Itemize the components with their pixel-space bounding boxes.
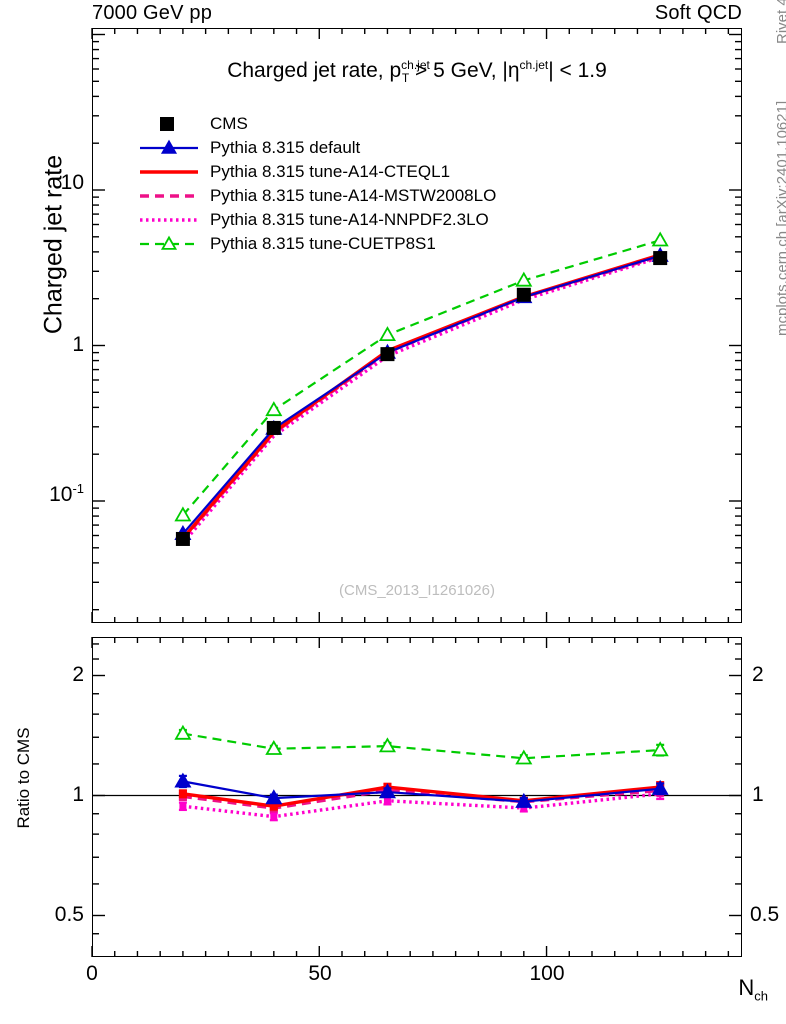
ratio-series-marker <box>179 802 187 810</box>
ratio-series-marker <box>174 772 192 788</box>
ratio-series-marker <box>270 813 278 821</box>
legend-key-marker-square <box>138 112 200 136</box>
ratio-series-marker <box>174 724 192 740</box>
legend-label: CMS <box>210 114 248 133</box>
ratio-series-marker <box>520 804 528 812</box>
title-pre: Charged jet rate, p <box>227 59 402 82</box>
main-series-marker <box>265 401 283 417</box>
ratio-ytick-1-left: 1 <box>72 783 84 806</box>
title-mid: > 5 GeV, |η <box>409 59 520 82</box>
ratio-ytick-2-right: 2 <box>752 663 764 686</box>
legend: CMS Pythia 8.315 default Pythia 8.315 tune… <box>138 112 558 256</box>
main-ytick-10: 10 <box>60 171 84 194</box>
legend-entry[interactable]: Pythia 8.315 tune-A14-NNPDF2.3LO <box>138 208 558 232</box>
analysis-id-watermark: (CMS_2013_I1261026) <box>339 582 495 599</box>
ratio-series-marker <box>383 797 391 805</box>
main-ytick-0-1: 10-1 <box>49 481 84 506</box>
ratio-series-line <box>182 788 661 810</box>
cms-data-marker <box>266 420 281 435</box>
legend-label: Pythia 8.315 default <box>210 138 361 157</box>
xtick-50: 50 <box>308 962 332 985</box>
ratio-series-marker <box>651 741 669 757</box>
cms-data-marker <box>516 287 531 302</box>
ratio-series-marker <box>269 802 278 811</box>
main-series-marker <box>174 506 192 522</box>
x-axis-title: Nch <box>738 975 768 1003</box>
main-ytick-1: 1 <box>72 333 84 356</box>
legend-key-solid <box>138 160 200 184</box>
title-pt-superscript: ch.jet <box>401 58 430 72</box>
legend-entry[interactable]: Pythia 8.315 tune-A14-CTEQL1 <box>138 160 558 184</box>
ratio-series-marker <box>378 737 397 753</box>
ratio-ytick-1-right: 1 <box>752 783 764 806</box>
ratio-plot-frame <box>92 637 742 957</box>
ratio-ytick-0-5-right: 0.5 <box>750 903 780 926</box>
legend-key-dotted <box>138 208 200 232</box>
ratio-series-marker <box>265 789 283 805</box>
legend-key-solid-triangle <box>138 136 200 160</box>
ratio-series-line <box>182 732 661 760</box>
ratio-series-marker <box>378 783 397 799</box>
main-series-line <box>181 255 661 545</box>
main-series-line <box>182 239 661 516</box>
legend-key-dashed <box>138 184 200 208</box>
xtick-100: 100 <box>529 962 565 985</box>
header-process-label: Soft QCD <box>654 2 742 24</box>
ratio-ytick-0-5-left: 0.5 <box>54 903 84 926</box>
x-axis-title-base: N <box>738 975 755 1000</box>
title-eta-superscript: ch.jet <box>519 58 549 72</box>
ratio-ytick-2-left: 2 <box>72 663 84 686</box>
ratio-series-marker <box>651 779 669 795</box>
cms-data-marker <box>175 531 190 546</box>
legend-entry[interactable]: CMS <box>138 112 558 136</box>
legend-entry[interactable]: Pythia 8.315 tune-A14-MSTW2008LO <box>138 184 558 208</box>
ratio-series-marker <box>265 739 283 755</box>
x-axis-title-sub: ch <box>754 988 768 1004</box>
ratio-series-marker <box>515 792 533 808</box>
main-series-marker <box>378 326 397 342</box>
main-series-line <box>181 253 661 540</box>
title-post: | < 1.9 <box>548 59 607 82</box>
ratio-series-marker <box>515 749 533 765</box>
xtick-0: 0 <box>86 962 98 985</box>
main-series-line <box>182 254 661 535</box>
plot-title: Charged jet rate, pch.jetT > 5 GeV, |ηch… <box>92 58 742 85</box>
main-series-marker <box>651 231 669 247</box>
legend-label: Pythia 8.315 tune-A14-CTEQL1 <box>210 162 451 181</box>
main-series-line <box>181 254 661 541</box>
legend-label: Pythia 8.315 tune-A14-MSTW2008LO <box>210 186 497 205</box>
main-series-marker <box>515 271 533 287</box>
cms-data-marker <box>653 251 668 266</box>
legend-label: Pythia 8.315 tune-CUETP8S1 <box>210 234 436 253</box>
title-pt-subscript: T <box>401 71 410 86</box>
main-plot-frame <box>92 28 742 623</box>
legend-label: Pythia 8.315 tune-A14-NNPDF2.3LO <box>210 210 489 229</box>
ratio-series-marker <box>178 789 187 798</box>
header-collision-energy: 7000 GeV pp <box>92 2 213 24</box>
legend-entry[interactable]: Pythia 8.315 tune-CUETP8S1 <box>138 232 558 256</box>
legend-entry[interactable]: Pythia 8.315 default <box>138 136 558 160</box>
cms-data-marker <box>380 347 395 362</box>
legend-key-dashed-triangle <box>138 232 200 256</box>
